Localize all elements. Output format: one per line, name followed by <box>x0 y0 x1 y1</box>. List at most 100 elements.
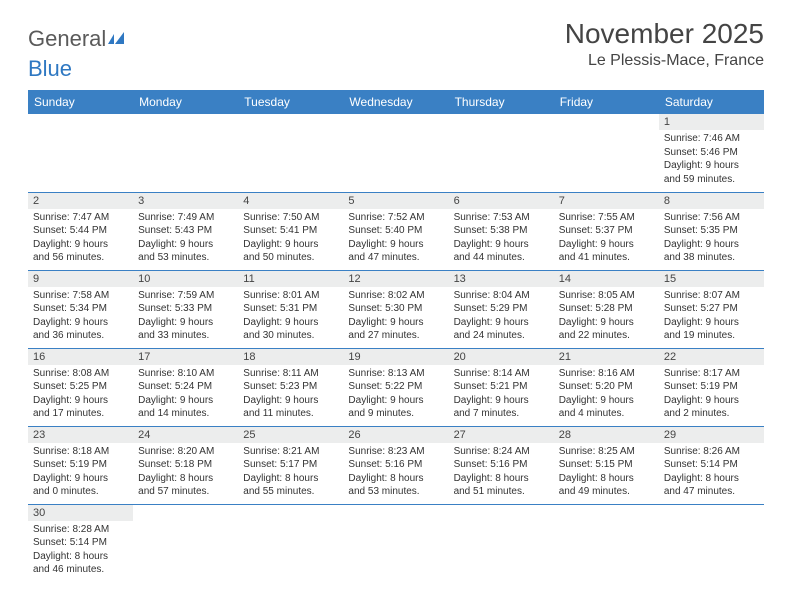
calendar-day-cell <box>238 114 343 192</box>
sunrise-text: Sunrise: 8:05 AM <box>559 289 654 303</box>
sunset-text: Sunset: 5:28 PM <box>559 302 654 316</box>
calendar-day-cell: 11Sunrise: 8:01 AMSunset: 5:31 PMDayligh… <box>238 270 343 348</box>
day-details: Sunrise: 8:13 AMSunset: 5:22 PMDaylight:… <box>343 365 448 423</box>
day-number: 7 <box>554 193 659 209</box>
daylight-text-1: Daylight: 8 hours <box>243 472 338 486</box>
sunrise-text: Sunrise: 8:01 AM <box>243 289 338 303</box>
day-number: 10 <box>133 271 238 287</box>
sunset-text: Sunset: 5:38 PM <box>454 224 549 238</box>
sunrise-text: Sunrise: 8:17 AM <box>664 367 759 381</box>
daylight-text-1: Daylight: 9 hours <box>243 316 338 330</box>
day-number: 27 <box>449 427 554 443</box>
calendar-day-cell: 1Sunrise: 7:46 AMSunset: 5:46 PMDaylight… <box>659 114 764 192</box>
day-number: 18 <box>238 349 343 365</box>
daylight-text-2: and 27 minutes. <box>348 329 443 343</box>
calendar-day-cell <box>554 504 659 582</box>
logo-text: GeneralBlue <box>28 26 130 82</box>
day-number: 25 <box>238 427 343 443</box>
day-details: Sunrise: 8:07 AMSunset: 5:27 PMDaylight:… <box>659 287 764 345</box>
sunset-text: Sunset: 5:41 PM <box>243 224 338 238</box>
calendar-day-cell: 24Sunrise: 8:20 AMSunset: 5:18 PMDayligh… <box>133 426 238 504</box>
sunrise-text: Sunrise: 7:49 AM <box>138 211 233 225</box>
daylight-text-2: and 59 minutes. <box>664 173 759 187</box>
calendar-day-cell <box>343 504 448 582</box>
sunrise-text: Sunrise: 8:13 AM <box>348 367 443 381</box>
daylight-text-1: Daylight: 9 hours <box>243 238 338 252</box>
sunset-text: Sunset: 5:15 PM <box>559 458 654 472</box>
sunrise-text: Sunrise: 8:10 AM <box>138 367 233 381</box>
daylight-text-2: and 53 minutes. <box>138 251 233 265</box>
calendar-day-cell <box>449 504 554 582</box>
daylight-text-1: Daylight: 9 hours <box>559 316 654 330</box>
daylight-text-1: Daylight: 9 hours <box>33 472 128 486</box>
sunset-text: Sunset: 5:17 PM <box>243 458 338 472</box>
calendar-day-cell <box>133 504 238 582</box>
calendar-day-cell: 17Sunrise: 8:10 AMSunset: 5:24 PMDayligh… <box>133 348 238 426</box>
location: Le Plessis-Mace, France <box>565 52 764 70</box>
daylight-text-2: and 4 minutes. <box>559 407 654 421</box>
calendar-day-cell: 7Sunrise: 7:55 AMSunset: 5:37 PMDaylight… <box>554 192 659 270</box>
sunrise-text: Sunrise: 8:04 AM <box>454 289 549 303</box>
sunrise-text: Sunrise: 8:20 AM <box>138 445 233 459</box>
calendar-week-row: 9Sunrise: 7:58 AMSunset: 5:34 PMDaylight… <box>28 270 764 348</box>
sunrise-text: Sunrise: 8:25 AM <box>559 445 654 459</box>
daylight-text-1: Daylight: 9 hours <box>348 394 443 408</box>
daylight-text-2: and 19 minutes. <box>664 329 759 343</box>
calendar-day-cell: 18Sunrise: 8:11 AMSunset: 5:23 PMDayligh… <box>238 348 343 426</box>
sunset-text: Sunset: 5:29 PM <box>454 302 549 316</box>
weekday-header: Saturday <box>659 90 764 114</box>
sunrise-text: Sunrise: 8:16 AM <box>559 367 654 381</box>
sunset-text: Sunset: 5:27 PM <box>664 302 759 316</box>
day-number: 19 <box>343 349 448 365</box>
sunrise-text: Sunrise: 7:52 AM <box>348 211 443 225</box>
daylight-text-2: and 14 minutes. <box>138 407 233 421</box>
day-details: Sunrise: 8:02 AMSunset: 5:30 PMDaylight:… <box>343 287 448 345</box>
day-details: Sunrise: 8:16 AMSunset: 5:20 PMDaylight:… <box>554 365 659 423</box>
sunset-text: Sunset: 5:43 PM <box>138 224 233 238</box>
sunrise-text: Sunrise: 7:47 AM <box>33 211 128 225</box>
sunset-text: Sunset: 5:34 PM <box>33 302 128 316</box>
day-details: Sunrise: 8:24 AMSunset: 5:16 PMDaylight:… <box>449 443 554 501</box>
calendar-table: Sunday Monday Tuesday Wednesday Thursday… <box>28 90 764 582</box>
calendar-day-cell: 14Sunrise: 8:05 AMSunset: 5:28 PMDayligh… <box>554 270 659 348</box>
sunrise-text: Sunrise: 7:53 AM <box>454 211 549 225</box>
calendar-day-cell <box>238 504 343 582</box>
daylight-text-1: Daylight: 8 hours <box>664 472 759 486</box>
calendar-day-cell: 19Sunrise: 8:13 AMSunset: 5:22 PMDayligh… <box>343 348 448 426</box>
daylight-text-2: and 22 minutes. <box>559 329 654 343</box>
day-number: 21 <box>554 349 659 365</box>
calendar-week-row: 23Sunrise: 8:18 AMSunset: 5:19 PMDayligh… <box>28 426 764 504</box>
calendar-day-cell: 5Sunrise: 7:52 AMSunset: 5:40 PMDaylight… <box>343 192 448 270</box>
daylight-text-2: and 55 minutes. <box>243 485 338 499</box>
day-details: Sunrise: 8:21 AMSunset: 5:17 PMDaylight:… <box>238 443 343 501</box>
daylight-text-2: and 57 minutes. <box>138 485 233 499</box>
calendar-day-cell: 20Sunrise: 8:14 AMSunset: 5:21 PMDayligh… <box>449 348 554 426</box>
sunset-text: Sunset: 5:21 PM <box>454 380 549 394</box>
day-number: 29 <box>659 427 764 443</box>
sunrise-text: Sunrise: 8:02 AM <box>348 289 443 303</box>
weekday-header: Friday <box>554 90 659 114</box>
calendar-day-cell: 2Sunrise: 7:47 AMSunset: 5:44 PMDaylight… <box>28 192 133 270</box>
day-details: Sunrise: 8:28 AMSunset: 5:14 PMDaylight:… <box>28 521 133 579</box>
weekday-header-row: Sunday Monday Tuesday Wednesday Thursday… <box>28 90 764 114</box>
day-details: Sunrise: 7:55 AMSunset: 5:37 PMDaylight:… <box>554 209 659 267</box>
daylight-text-2: and 51 minutes. <box>454 485 549 499</box>
day-details: Sunrise: 7:46 AMSunset: 5:46 PMDaylight:… <box>659 130 764 188</box>
calendar-day-cell <box>28 114 133 192</box>
day-details: Sunrise: 8:11 AMSunset: 5:23 PMDaylight:… <box>238 365 343 423</box>
day-number: 13 <box>449 271 554 287</box>
calendar-day-cell: 3Sunrise: 7:49 AMSunset: 5:43 PMDaylight… <box>133 192 238 270</box>
day-details: Sunrise: 8:05 AMSunset: 5:28 PMDaylight:… <box>554 287 659 345</box>
day-details: Sunrise: 8:25 AMSunset: 5:15 PMDaylight:… <box>554 443 659 501</box>
day-details: Sunrise: 8:08 AMSunset: 5:25 PMDaylight:… <box>28 365 133 423</box>
sunrise-text: Sunrise: 8:23 AM <box>348 445 443 459</box>
day-number: 24 <box>133 427 238 443</box>
daylight-text-1: Daylight: 9 hours <box>33 394 128 408</box>
calendar-week-row: 16Sunrise: 8:08 AMSunset: 5:25 PMDayligh… <box>28 348 764 426</box>
calendar-day-cell: 10Sunrise: 7:59 AMSunset: 5:33 PMDayligh… <box>133 270 238 348</box>
day-details: Sunrise: 7:50 AMSunset: 5:41 PMDaylight:… <box>238 209 343 267</box>
daylight-text-2: and 49 minutes. <box>559 485 654 499</box>
calendar-day-cell <box>554 114 659 192</box>
daylight-text-2: and 11 minutes. <box>243 407 338 421</box>
calendar-day-cell: 22Sunrise: 8:17 AMSunset: 5:19 PMDayligh… <box>659 348 764 426</box>
